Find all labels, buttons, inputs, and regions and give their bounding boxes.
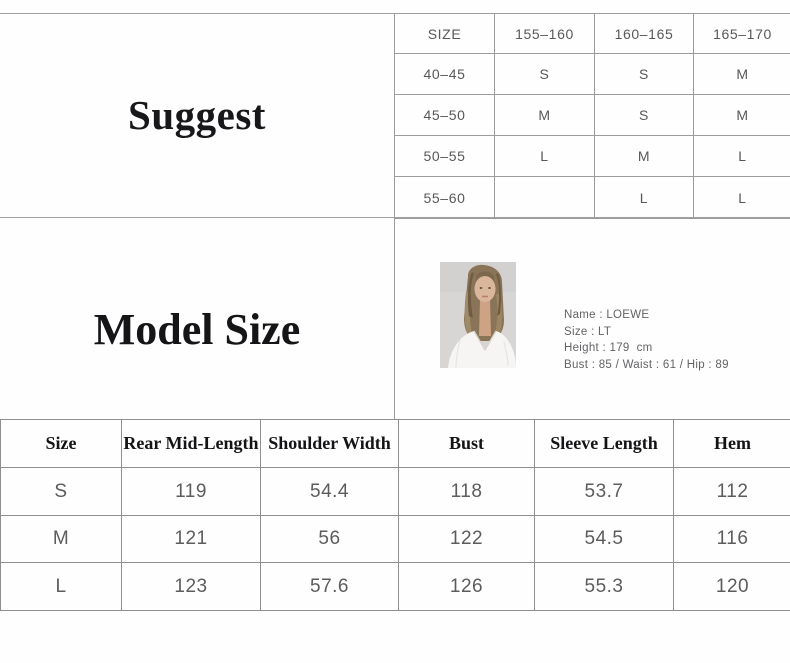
- size-table-row: 50–55 L M L: [394, 135, 790, 177]
- col-header-rear-mid-length: Rear Mid-Length: [121, 419, 261, 468]
- size-table-row: 45–50 M S M: [394, 94, 790, 136]
- suggest-size-table: SIZE 155–160 160–165 165–170 40–45 S S M…: [394, 13, 790, 219]
- size-cell: L: [693, 135, 790, 177]
- size-table-row: 55–60 L L: [394, 176, 790, 219]
- size-cell: M: [693, 53, 790, 95]
- measurement-row-m: M 121 56 122 54.5 116: [0, 515, 790, 563]
- model-info-size: Size : LT: [564, 325, 612, 338]
- weight-range-label: 40–45: [394, 53, 495, 95]
- size-cell: M: [693, 94, 790, 136]
- size-cell: [494, 176, 595, 219]
- col-header-size: Size: [0, 419, 122, 468]
- size-table-row: 40–45 S S M: [394, 53, 790, 95]
- measure-cell: 119: [121, 467, 261, 516]
- model-section-divider: [394, 218, 395, 420]
- size-cell: M: [594, 135, 694, 177]
- measure-cell: 54.4: [260, 467, 399, 516]
- size-table-header-row: SIZE 155–160 160–165 165–170: [394, 13, 790, 54]
- weight-range-label: 45–50: [394, 94, 495, 136]
- row-size-label: S: [0, 467, 122, 516]
- model-photo: [440, 262, 516, 368]
- row-size-label: L: [0, 562, 122, 611]
- measure-cell: 120: [673, 562, 790, 611]
- size-table-header-155-160: 155–160: [494, 13, 595, 54]
- col-header-bust: Bust: [398, 419, 535, 468]
- measure-cell: 53.7: [534, 467, 674, 516]
- measure-cell: 56: [260, 515, 399, 563]
- measurement-header-row: Size Rear Mid-Length Shoulder Width Bust…: [0, 419, 790, 468]
- size-table-header-160-165: 160–165: [594, 13, 694, 54]
- col-header-shoulder-width: Shoulder Width: [260, 419, 399, 468]
- size-cell: S: [594, 94, 694, 136]
- row-size-label: M: [0, 515, 122, 563]
- measure-cell: 112: [673, 467, 790, 516]
- measurement-table: Size Rear Mid-Length Shoulder Width Bust…: [0, 419, 790, 611]
- size-table-header-165-170: 165–170: [693, 13, 790, 54]
- model-info-body: Bust : 85 / Waist : 61 / Hip : 89: [564, 358, 729, 371]
- model-size-section-title: Model Size: [93, 304, 301, 354]
- measure-cell: 126: [398, 562, 535, 611]
- weight-range-label: 55–60: [394, 176, 495, 219]
- model-info-block: Name : LOEWE Size : LT Height : 179 cm B…: [564, 307, 729, 373]
- col-header-sleeve-length: Sleeve Length: [534, 419, 674, 468]
- model-info-height: Height : 179 cm: [564, 342, 653, 354]
- size-table-header-size: SIZE: [394, 13, 495, 54]
- measurement-row-l: L 123 57.6 126 55.3 120: [0, 562, 790, 611]
- measure-cell: 116: [673, 515, 790, 563]
- size-cell: S: [494, 53, 595, 95]
- measurement-row-s: S 119 54.4 118 53.7 112: [0, 467, 790, 516]
- measure-cell: 122: [398, 515, 535, 563]
- size-cell: S: [594, 53, 694, 95]
- size-cell: L: [693, 176, 790, 219]
- col-header-hem: Hem: [673, 419, 790, 468]
- model-info-name: Name : LOEWE: [564, 309, 650, 321]
- measure-cell: 118: [398, 467, 535, 516]
- size-cell: L: [594, 176, 694, 219]
- measure-cell: 57.6: [260, 562, 399, 611]
- suggest-section-title: Suggest: [128, 92, 266, 138]
- measure-cell: 54.5: [534, 515, 674, 563]
- measure-cell: 123: [121, 562, 261, 611]
- size-cell: L: [494, 135, 595, 177]
- measure-cell: 55.3: [534, 562, 674, 611]
- size-cell: M: [494, 94, 595, 136]
- weight-range-label: 50–55: [394, 135, 495, 177]
- measure-cell: 121: [121, 515, 261, 563]
